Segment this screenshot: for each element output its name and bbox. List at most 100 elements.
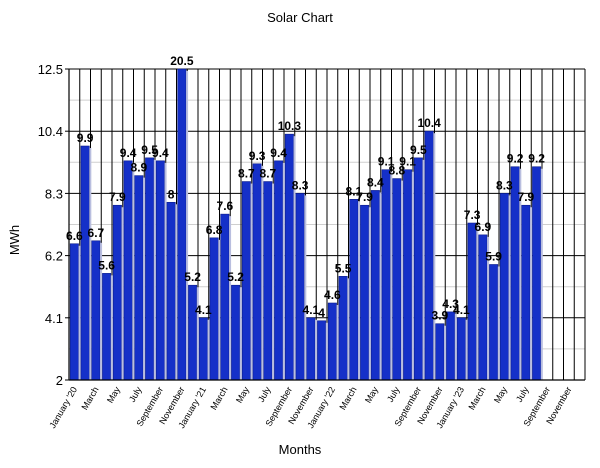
- bar: [381, 169, 391, 381]
- bar-shadow: [368, 207, 371, 380]
- x-tick-label: July: [127, 385, 144, 404]
- bar-shadow: [132, 162, 135, 380]
- y-tick-label: 4.1: [45, 311, 63, 326]
- data-label: 4.1: [303, 303, 320, 317]
- bar: [134, 175, 144, 381]
- bar: [295, 193, 305, 381]
- bar: [317, 320, 327, 381]
- data-label: 9.4: [152, 146, 169, 160]
- bar: [360, 204, 370, 381]
- bar-shadow: [390, 171, 393, 380]
- bar-shadow: [293, 136, 296, 380]
- y-tick-label: 2: [56, 373, 63, 388]
- x-tick-label: March: [337, 385, 358, 412]
- bar-shadow: [239, 287, 242, 380]
- data-label: 4.1: [195, 303, 212, 317]
- data-label: 7.3: [464, 208, 481, 222]
- bar-shadow: [454, 313, 457, 380]
- bar: [521, 204, 531, 381]
- data-labels: 6.69.96.75.67.99.48.99.59.4820.55.24.16.…: [66, 54, 545, 323]
- data-label: 5.5: [335, 261, 352, 275]
- data-label: 9.9: [77, 131, 94, 145]
- data-label: 9.5: [141, 143, 158, 157]
- y-tick-label: 10.4: [38, 124, 63, 139]
- bar-shadow: [110, 275, 113, 380]
- bar-shadow: [422, 159, 425, 380]
- data-label: 10.4: [417, 116, 441, 130]
- bar: [284, 133, 294, 381]
- data-label: 9.4: [120, 146, 137, 160]
- bar: [263, 181, 273, 381]
- bar-shadow: [196, 287, 199, 380]
- data-label: 7.9: [518, 190, 535, 204]
- bar: [102, 273, 112, 381]
- bar-shadow: [261, 165, 264, 380]
- bar: [166, 201, 176, 381]
- data-label: 8.3: [292, 178, 309, 192]
- data-label: 5.9: [485, 249, 502, 263]
- bar-shadow: [519, 168, 522, 380]
- data-label: 4.6: [324, 288, 341, 302]
- y-axis-title: MWh: [7, 225, 22, 255]
- bars: [69, 68, 543, 381]
- data-label: 9.1: [399, 155, 416, 169]
- bar: [112, 204, 122, 381]
- bar-shadow: [465, 319, 468, 380]
- bar: [349, 199, 359, 381]
- data-label: 9.4: [270, 146, 287, 160]
- x-tick-label: May: [363, 385, 380, 405]
- data-label: 4.3: [442, 297, 459, 311]
- bar: [435, 323, 445, 381]
- bar-shadow: [121, 207, 124, 380]
- bar: [80, 145, 90, 381]
- data-label: 6.6: [66, 229, 83, 243]
- bar-shadow: [433, 133, 436, 380]
- bar-shadow: [153, 159, 156, 380]
- bar: [198, 317, 208, 381]
- bar-shadow: [78, 245, 81, 380]
- bar-shadow: [229, 216, 232, 380]
- bar-shadow: [540, 168, 543, 380]
- data-label: 8.3: [496, 178, 513, 192]
- bar: [177, 68, 187, 381]
- bar-shadow: [347, 278, 350, 380]
- x-tick-label: May: [492, 385, 509, 405]
- bar-shadow: [487, 236, 490, 380]
- bar-shadow: [325, 322, 328, 380]
- data-label: 9.5: [410, 143, 427, 157]
- bar: [220, 213, 230, 381]
- bar-shadow: [476, 225, 479, 380]
- data-label: 8.7: [238, 167, 255, 181]
- bar-shadow: [315, 319, 318, 380]
- x-tick-label: July: [256, 385, 273, 404]
- x-tick-label: July: [514, 385, 531, 404]
- bar-shadow: [508, 195, 511, 380]
- data-label: 6.9: [475, 220, 492, 234]
- data-label: 3.9: [432, 309, 449, 323]
- bar-shadow: [282, 162, 285, 380]
- chart-title: Solar Chart: [267, 10, 333, 25]
- y-tick-label: 12.5: [38, 62, 63, 77]
- bar-shadow: [411, 171, 414, 380]
- x-tick-label: January '20: [47, 385, 79, 430]
- data-label: 8.1: [346, 184, 363, 198]
- bar: [456, 317, 466, 381]
- bar: [274, 160, 284, 381]
- bar-shadow: [100, 242, 103, 380]
- data-label: 9.2: [528, 152, 545, 166]
- data-label: 4: [318, 306, 325, 320]
- bar-shadow: [336, 304, 339, 380]
- x-tick-label: July: [385, 385, 402, 404]
- bar-shadow: [272, 183, 275, 380]
- x-tick-label: March: [208, 385, 229, 412]
- data-label: 8.4: [367, 175, 384, 189]
- bar-shadow: [175, 204, 178, 380]
- data-label: 6.7: [88, 226, 105, 240]
- y-tick-label: 6.2: [45, 249, 63, 264]
- x-tick-label: March: [466, 385, 487, 412]
- y-tick-label: 8.3: [45, 186, 63, 201]
- bar-shadow: [497, 266, 500, 380]
- data-label: 8.7: [260, 167, 277, 181]
- x-tick-label: May: [105, 385, 122, 405]
- bar: [392, 178, 402, 381]
